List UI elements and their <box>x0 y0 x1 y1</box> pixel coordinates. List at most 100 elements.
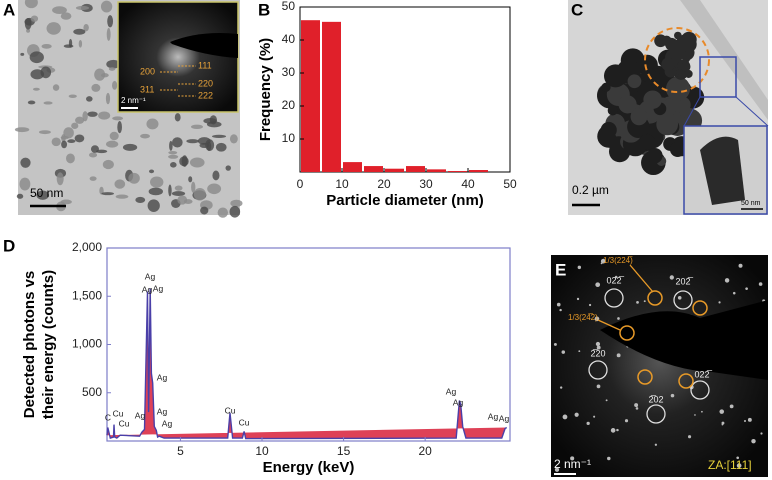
particle <box>684 69 693 78</box>
x-axis-label: Energy (keV) <box>263 459 355 476</box>
particle <box>174 113 181 122</box>
particle <box>661 57 675 71</box>
film-edge <box>680 0 768 120</box>
eds-spectrum: 5 10 15 20 500 1,000 1,500 2,000 Energy (keV) Det… <box>21 240 511 476</box>
x-tick-label: 20 <box>377 177 391 191</box>
peak-label: Cu <box>113 408 124 418</box>
particle <box>60 199 72 205</box>
panel-letter: D <box>3 236 15 255</box>
particle <box>607 105 618 116</box>
particle <box>38 130 51 135</box>
spot <box>743 420 747 423</box>
particle <box>230 199 243 207</box>
particle <box>51 137 61 147</box>
peak-label: Ag <box>499 413 510 423</box>
y-tick-label: 40 <box>282 32 296 46</box>
spot <box>578 350 581 353</box>
peak-label: Cu <box>239 417 250 427</box>
peak-label: Ag <box>488 411 499 421</box>
panel-letter: C <box>571 0 583 19</box>
particle <box>669 141 686 157</box>
peak-label: C <box>105 412 111 422</box>
spot <box>624 419 629 423</box>
bar <box>469 170 488 172</box>
spot <box>751 438 756 444</box>
spot <box>588 303 592 307</box>
particle <box>135 196 146 204</box>
spot <box>559 386 563 389</box>
particle <box>60 135 69 140</box>
particle <box>20 157 31 168</box>
spot <box>721 421 725 425</box>
particle <box>149 169 155 174</box>
particle <box>60 12 72 20</box>
ring-label: 220 <box>198 78 213 88</box>
particle <box>643 90 662 110</box>
particle <box>88 152 98 158</box>
histogram: 0 10 20 30 40 50 10 20 30 40 50 Particle diameter (… <box>257 0 517 209</box>
peak-label: Ag <box>142 284 153 294</box>
spot <box>576 297 580 301</box>
y-axis-label: Frequency (%) <box>257 38 274 141</box>
particle <box>78 39 83 48</box>
x-tick-label: 30 <box>419 177 433 191</box>
particle <box>71 122 79 129</box>
x-tick-label: 10 <box>335 177 349 191</box>
orange-arrows <box>597 264 654 331</box>
particle <box>105 92 111 105</box>
spot-label: 022̅ <box>606 275 624 285</box>
spot <box>616 353 621 358</box>
spot <box>760 432 763 435</box>
plot-frame <box>106 247 511 442</box>
particle <box>101 192 114 196</box>
particle <box>647 147 663 164</box>
particle <box>199 142 210 149</box>
particle <box>190 124 204 129</box>
peak-label: Ag <box>157 372 168 382</box>
particle <box>24 17 32 30</box>
particle <box>122 143 138 151</box>
particle <box>27 100 36 105</box>
zoom-line <box>683 96 701 127</box>
scale-label: 50 nm <box>30 186 63 200</box>
spot-label: 202̅ <box>675 276 693 286</box>
particle <box>56 172 64 186</box>
orange-circles <box>619 290 708 389</box>
x-axis-label: Particle diameter (nm) <box>326 192 484 209</box>
particle <box>630 108 648 126</box>
particle <box>40 66 52 79</box>
particle <box>75 5 89 11</box>
spot <box>701 410 703 413</box>
particle <box>200 206 209 215</box>
particle <box>112 116 124 121</box>
particle <box>168 184 172 197</box>
spot <box>595 341 601 347</box>
particle <box>87 111 98 117</box>
particle <box>186 139 199 144</box>
particle <box>171 191 186 197</box>
peak-label: Cu <box>225 405 236 415</box>
particle <box>43 101 53 105</box>
spot-label: 2̅02 <box>648 394 663 404</box>
particle <box>14 127 30 133</box>
particle <box>46 22 61 35</box>
peak-label: Cu <box>119 418 130 428</box>
spot <box>677 295 682 300</box>
particle <box>169 140 173 151</box>
particle <box>108 67 116 71</box>
particle <box>215 142 227 152</box>
spot <box>729 404 734 409</box>
particle <box>174 185 183 191</box>
particle <box>41 43 52 49</box>
particle <box>82 111 88 122</box>
particle <box>29 51 44 64</box>
beam-stop <box>600 300 768 380</box>
particle <box>639 134 656 150</box>
particle <box>181 155 188 167</box>
particle <box>148 187 163 196</box>
spot <box>732 291 736 295</box>
particle <box>117 120 122 134</box>
highlight-circle <box>644 27 710 93</box>
particle <box>33 87 40 91</box>
spot <box>586 421 590 426</box>
